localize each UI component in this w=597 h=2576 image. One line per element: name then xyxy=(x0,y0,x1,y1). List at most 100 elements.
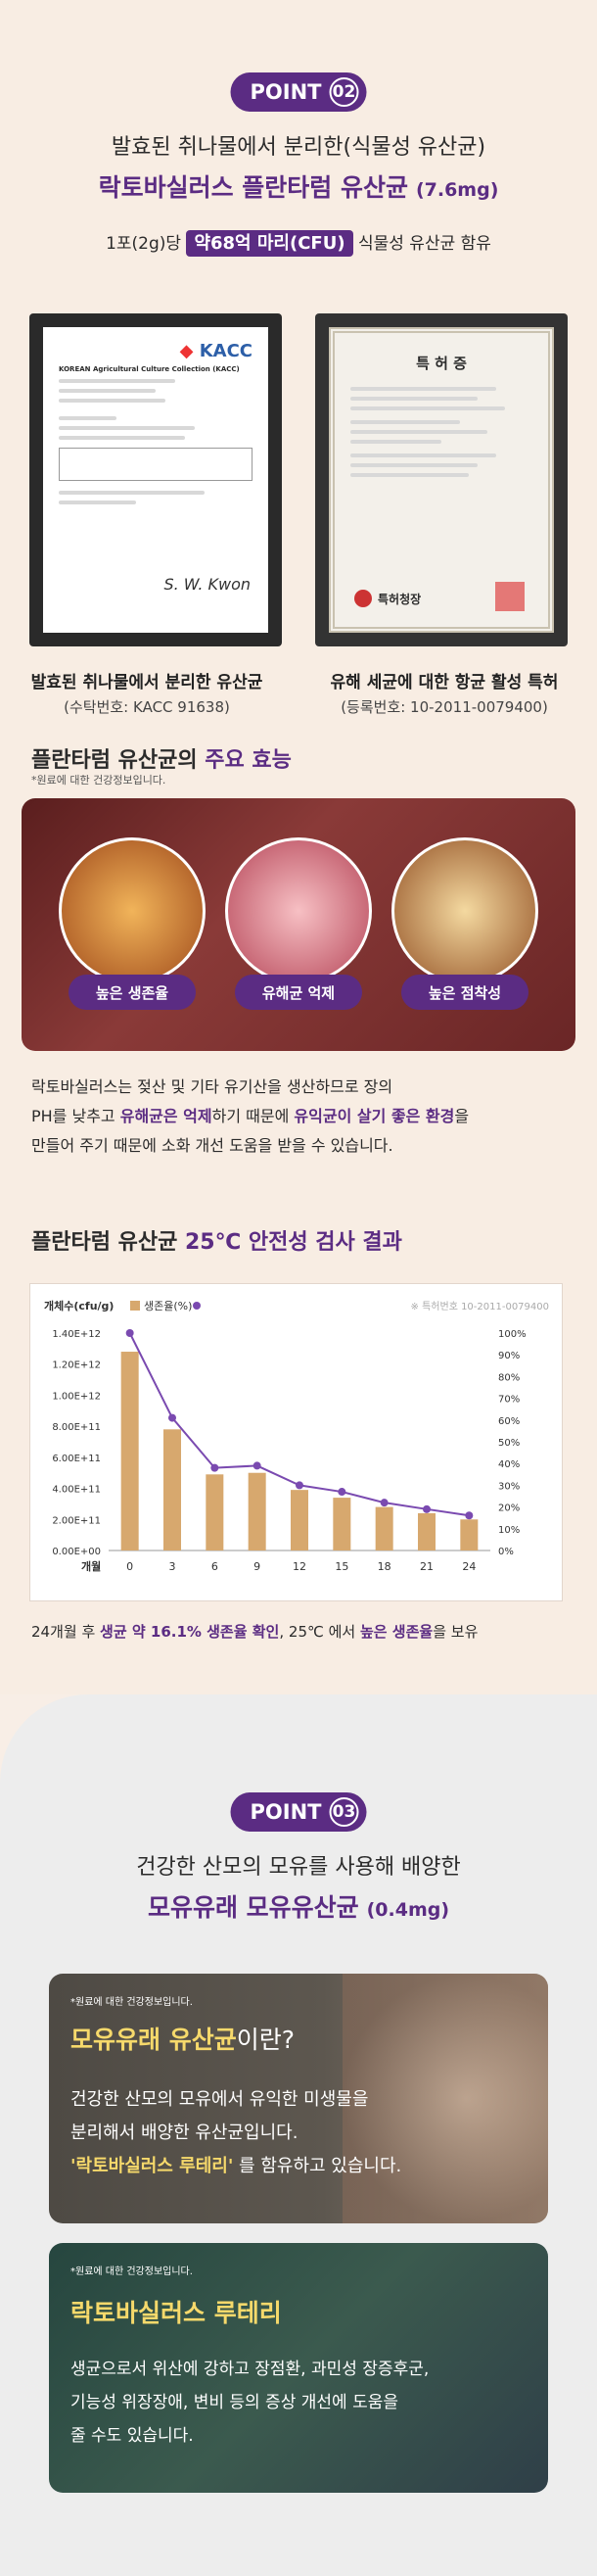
x-tick: 18 xyxy=(378,1560,391,1573)
y-right-tick: 40% xyxy=(498,1459,520,1470)
survival-point xyxy=(168,1413,176,1422)
point-number: 02 xyxy=(329,77,359,107)
card2-note: *원료에 대한 건강정보입니다. xyxy=(70,2266,193,2277)
legend-line-swatch xyxy=(193,1302,201,1310)
patent-issuer: 특허청장 xyxy=(354,590,421,607)
point3-section: POINT 03 건강한 산모의 모유를 사용해 배양한 모유유래 모유유산균 … xyxy=(0,1694,597,2576)
survival-point xyxy=(210,1463,219,1472)
point2-badge: POINT 02 xyxy=(230,72,367,112)
y-left-tick: 4.00E+11 xyxy=(52,1485,101,1496)
survival-point xyxy=(465,1511,474,1520)
survival-point xyxy=(338,1488,346,1497)
cfu-suffix: 식물성 유산균 함유 xyxy=(357,234,491,254)
patent-caption: 유해 세균에 대한 항균 활성 특허 (등록번호: 10-2011-0079400… xyxy=(330,673,559,716)
chart-note: ※ 특허번호 10-2011-0079400 xyxy=(411,1301,549,1312)
card1-body: 건강한 산모의 모유에서 유익한 미생물을 분리해서 배양한 유산균입니다. '… xyxy=(70,2089,402,2176)
survival-point xyxy=(253,1461,261,1470)
point2-section: POINT 02 발효된 취나물에서 분리한(식물성 유산균) 락토바실러스 플… xyxy=(0,72,597,1641)
survival-point xyxy=(296,1481,303,1490)
point3-line2: 모유유래 모유유산균 (0.4mg) xyxy=(0,1888,597,1924)
kacc-table xyxy=(59,448,253,481)
survival-point xyxy=(423,1504,431,1513)
effects-panel: 높은 생존율 유해균 억제 높은 점착성 xyxy=(22,798,575,1051)
strain-dose: (0.4mg) xyxy=(366,1899,450,1921)
point3-line1: 건강한 산모의 모유를 사용해 배양한 xyxy=(136,1855,461,1880)
point-label: POINT xyxy=(250,1800,322,1824)
x-tick: 21 xyxy=(420,1560,434,1573)
x-label: 개월 xyxy=(81,1559,101,1573)
effects-heading: 플란타럼 유산균의 주요 효능 xyxy=(31,748,292,773)
point2-line1: 발효된 취나물에서 분리한(식물성 유산균) xyxy=(111,135,486,160)
legend-bar-swatch xyxy=(130,1301,140,1311)
kacc-title: KOREAN Agricultural Culture Collection (… xyxy=(59,365,240,373)
bar xyxy=(120,1352,139,1550)
strain-name: 락토바실러스 플란타럼 유산균 xyxy=(98,173,409,202)
reuteri-card: *원료에 대한 건강정보입니다. 락토바실러스 루테리 생균으로서 위산에 강하… xyxy=(49,2243,548,2493)
legend-count: 개체수(cfu/g) xyxy=(44,1299,114,1312)
y-left-tick: 1.40E+12 xyxy=(52,1329,101,1340)
x-tick: 15 xyxy=(335,1560,348,1573)
point-label: POINT xyxy=(250,80,322,104)
x-tick: 24 xyxy=(462,1560,476,1573)
x-tick: 12 xyxy=(293,1560,306,1573)
y-right-tick: 60% xyxy=(498,1416,520,1427)
effects-description: 락토바실러스는 젖산 및 기타 유기산을 생산하므로 장의 PH를 낮추고 유해… xyxy=(31,1077,470,1155)
y-right-tick: 70% xyxy=(498,1395,520,1406)
patent-certificate: 특 허 증 특허청장 xyxy=(315,313,568,646)
card2-title: 락토바실러스 루테리 xyxy=(70,2299,282,2327)
kacc-signature: S. W. Kwon xyxy=(163,575,251,594)
stability-result: 24개월 후 생균 약 16.1% 생존율 확인, 25℃ 에서 높은 생존율을… xyxy=(31,1623,479,1641)
effects-note: *원료에 대한 건강정보입니다. xyxy=(31,774,166,787)
bar xyxy=(163,1429,181,1550)
card1-note: *원료에 대한 건강정보입니다. xyxy=(70,1997,193,2008)
y-left-tick: 1.00E+12 xyxy=(52,1391,101,1402)
pathogen-image xyxy=(225,837,372,984)
per-pack: 1포(2g)당 xyxy=(106,234,182,254)
y-left-tick: 2.00E+11 xyxy=(52,1515,101,1526)
bar xyxy=(333,1498,351,1550)
mother-baby-image xyxy=(343,1974,548,2223)
bar xyxy=(248,1472,266,1550)
survival-point xyxy=(125,1329,134,1337)
y-left-tick: 1.20E+12 xyxy=(52,1360,101,1371)
y-right-tick: 100% xyxy=(498,1329,527,1340)
survival-point xyxy=(380,1499,389,1507)
y-right-tick: 90% xyxy=(498,1351,520,1361)
bar xyxy=(206,1474,224,1550)
badge-survival: 높은 생존율 xyxy=(69,975,196,1010)
stability-chart: 개체수(cfu/g) 생존율(%) ※ 특허번호 10-2011-0079400 0.… xyxy=(29,1283,563,1601)
x-tick: 3 xyxy=(169,1560,176,1573)
kacc-caption: 발효된 취나물에서 분리한 유산균 (수탁번호: KACC 91638) xyxy=(30,673,263,716)
kacc-certificate: ◆ KACC KOREAN Agricultural Culture Colle… xyxy=(29,313,282,646)
y-right-tick: 80% xyxy=(498,1372,520,1383)
y-right-tick: 20% xyxy=(498,1503,520,1514)
stamp-icon xyxy=(495,582,525,611)
badge-adhesion: 높은 점착성 xyxy=(401,975,528,1010)
bar xyxy=(375,1506,393,1550)
stability-heading: 플란타럼 유산균 25℃ 안전성 검사 결과 xyxy=(31,1230,402,1255)
x-tick: 0 xyxy=(126,1560,133,1573)
chart-svg: 개체수(cfu/g) 생존율(%) ※ 특허번호 10-2011-0079400 0.… xyxy=(44,1299,549,1573)
bar xyxy=(418,1512,436,1550)
y-right-tick: 10% xyxy=(498,1525,520,1536)
intestine-image xyxy=(391,837,538,984)
point-number: 03 xyxy=(329,1797,359,1827)
strain-name: 모유유래 모유유산균 xyxy=(147,1893,359,1922)
seal-icon xyxy=(354,590,372,607)
point2-line2: 락토바실러스 플란타럼 유산균 (7.6mg) xyxy=(0,168,597,204)
y-left-tick: 6.00E+11 xyxy=(52,1454,101,1464)
x-tick: 9 xyxy=(253,1560,260,1573)
y-left-tick: 8.00E+11 xyxy=(52,1422,101,1433)
x-tick: 6 xyxy=(211,1560,218,1573)
badge-inhibition: 유해균 억제 xyxy=(235,975,362,1010)
point3-badge: POINT 03 xyxy=(230,1792,367,1832)
y-right-tick: 0% xyxy=(498,1547,514,1557)
bar xyxy=(460,1519,479,1550)
y-right-tick: 30% xyxy=(498,1481,520,1492)
bacteria-image xyxy=(59,837,206,984)
legend-survival: 생존율(%) xyxy=(144,1300,192,1312)
bar xyxy=(291,1490,308,1550)
card2-body: 생균으로서 위산에 강하고 장점환, 과민성 장증후군, 기능성 위장장애, 변… xyxy=(70,2360,430,2446)
cfu-highlight: 약68억 마리(CFU) xyxy=(186,230,353,257)
breastmilk-card: *원료에 대한 건강정보입니다. 모유유래 유산균이란? 건강한 산모의 모유에… xyxy=(49,1974,548,2223)
